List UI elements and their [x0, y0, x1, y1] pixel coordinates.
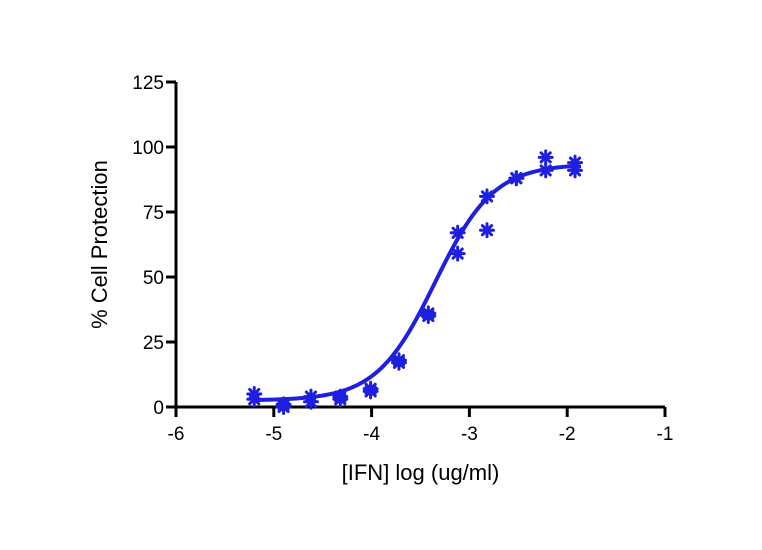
y-tick-label: 25: [143, 333, 164, 354]
x-tick-label: -5: [265, 424, 282, 445]
data-point-stroke: [451, 247, 464, 260]
data-point: [449, 224, 466, 241]
y-tick-label: 100: [132, 138, 164, 159]
data-point: [275, 399, 292, 415]
data-point-stroke: [539, 164, 552, 177]
data-point-stroke: [422, 307, 435, 320]
x-tick-label: -4: [363, 424, 380, 445]
data-point-stroke: [304, 395, 318, 408]
y-tick-label: 75: [143, 203, 164, 224]
x-tick-label: -1: [657, 424, 674, 445]
data-point: [246, 391, 263, 408]
x-tick-label: -3: [461, 424, 478, 445]
data-point-stroke: [334, 393, 347, 406]
axes: -6 -5 -4 -3 -2 -1 0 25 50 75 100 125: [132, 73, 673, 445]
y-axis-title: % Cell Protection: [87, 160, 112, 329]
data-point-stroke: [568, 164, 582, 177]
data-point: [567, 162, 584, 179]
data-point-stroke: [392, 356, 406, 369]
x-axis-title: [IFN] log (ug/ml): [342, 460, 500, 485]
data-point-stroke: [248, 393, 261, 406]
fit-curve: [252, 163, 578, 403]
data-point: [302, 393, 319, 410]
data-point: [537, 149, 554, 166]
data-point: [479, 188, 495, 205]
y-tick-label: 50: [143, 268, 164, 289]
y-tick-label: 0: [153, 398, 164, 419]
data-point: [332, 391, 349, 408]
data-point-stroke: [480, 190, 494, 203]
data-points-layer: [246, 149, 584, 415]
data-point-stroke: [480, 224, 494, 237]
data-point-stroke: [277, 400, 290, 414]
data-point: [390, 354, 407, 371]
data-point-stroke: [510, 172, 523, 185]
data-point-stroke: [451, 226, 464, 239]
x-tick-label: -2: [559, 424, 576, 445]
data-point: [508, 170, 525, 187]
data-point: [362, 383, 379, 400]
data-point-stroke: [364, 385, 377, 398]
y-tick-label: 125: [132, 73, 164, 94]
data-point: [537, 162, 554, 179]
fit-curve-layer: [252, 163, 578, 403]
data-point: [420, 305, 437, 322]
data-point: [479, 222, 495, 239]
x-tick-label: -6: [168, 424, 185, 445]
data-point: [449, 245, 466, 262]
data-point-stroke: [539, 151, 552, 164]
